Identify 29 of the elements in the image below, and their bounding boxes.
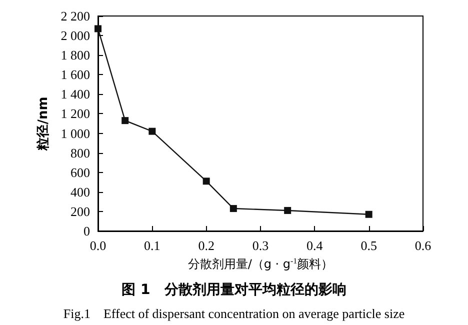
y-tick-label: 2 200 bbox=[60, 8, 90, 24]
y-tick-label: 800 bbox=[70, 145, 90, 160]
y-tick-label: 1 000 bbox=[60, 126, 90, 141]
point bbox=[148, 128, 156, 135]
y-axis-title: 粒径/nm bbox=[36, 96, 51, 152]
x-tick-label: 0.3 bbox=[252, 238, 269, 253]
y-tick-label: 0 bbox=[84, 224, 90, 238]
y-tick-label: 400 bbox=[70, 184, 90, 200]
x-tick-label: 0.4 bbox=[306, 238, 324, 253]
x-tick-label: 0.6 bbox=[414, 238, 432, 253]
point bbox=[230, 205, 237, 212]
y-tick-label: 200 bbox=[70, 204, 90, 219]
point bbox=[202, 178, 210, 185]
y-tick-label: 600 bbox=[70, 164, 90, 180]
x-tick-label: 0.0 bbox=[90, 238, 106, 253]
text: Fig.1 Effect of dispersant concentration on average particle size bbox=[63, 306, 405, 321]
point bbox=[122, 117, 129, 124]
point bbox=[365, 210, 372, 218]
x-tick-label: 0.2 bbox=[198, 238, 214, 253]
x-tick-label: 0.5 bbox=[360, 238, 377, 253]
y-tick-label: 2 000 bbox=[60, 28, 90, 44]
x-tick-label: 0.1 bbox=[144, 238, 160, 253]
y-tick-label: 1 800 bbox=[60, 48, 90, 63]
y-tick-label: 1 600 bbox=[60, 67, 90, 82]
point bbox=[94, 25, 102, 32]
point bbox=[284, 206, 292, 214]
text: 图 1 分散剂用量对平均粒径的影响 bbox=[122, 281, 346, 298]
y-tick-label: 1 400 bbox=[60, 86, 90, 102]
y-tick-label: 1 200 bbox=[60, 106, 90, 122]
